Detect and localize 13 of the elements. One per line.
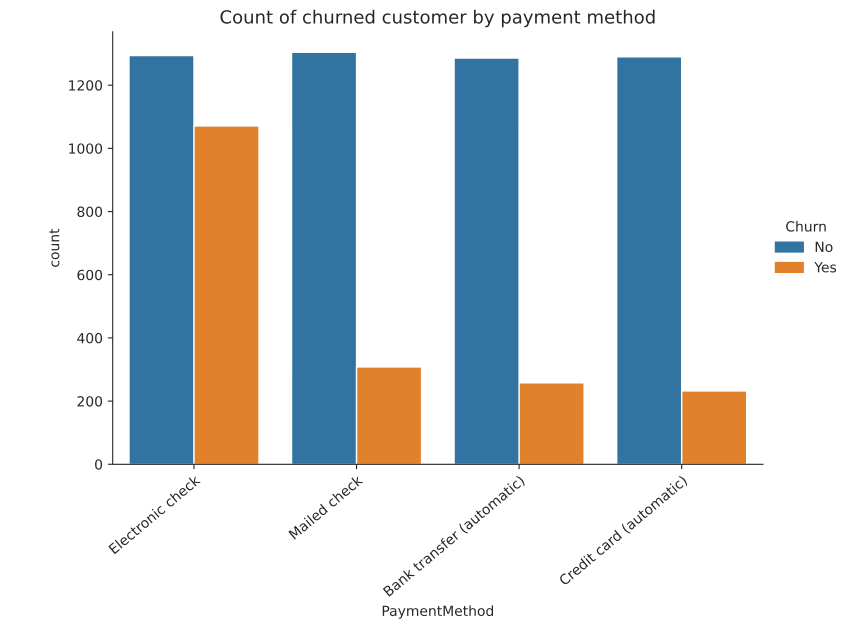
y-tick-label: 400	[77, 332, 102, 344]
y-tick-label: 1000	[69, 143, 102, 154]
y-tick-label: 200	[77, 396, 102, 407]
chart-title: Count of churned customer by payment method	[220, 10, 655, 28]
y-axis-title: count	[49, 228, 60, 267]
y-tick-label: 0	[95, 459, 102, 470]
legend-title: Churn	[786, 220, 826, 232]
x-axis-title: PaymentMethod	[382, 605, 494, 619]
y-tick-label: 1200	[69, 80, 102, 91]
legend-label: No	[816, 242, 832, 252]
y-tick-label: 800	[77, 206, 102, 218]
legend-label: Yes	[814, 262, 836, 272]
y-tick-label: 600	[77, 270, 102, 280]
